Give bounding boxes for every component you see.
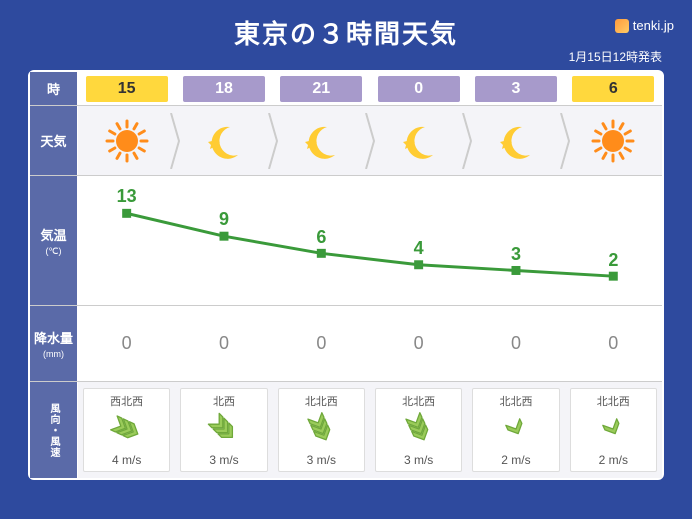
weather-cell (467, 106, 564, 175)
publish-timestamp: 1月15日12時発表 (569, 48, 662, 65)
precip-cell: 0 (175, 306, 272, 381)
wind-speed: 3 m/s (307, 453, 336, 467)
precip-value: 0 (219, 333, 229, 354)
label-wind-text: 風向・風速 (46, 403, 61, 458)
row-precip: 降水量 (mm) 0 0 0 0 0 0 (30, 306, 662, 382)
weather-cell (175, 106, 272, 175)
wind-direction: 北北西 (305, 393, 338, 409)
precip-cell: 0 (370, 306, 467, 381)
label-temp: 気温 (℃) (30, 176, 78, 305)
temp-value: 9 (219, 209, 229, 230)
temp-value: 4 (414, 238, 424, 259)
wind-direction: 北北西 (597, 393, 630, 409)
wind-speed: 3 m/s (404, 453, 433, 467)
row-hours: 時 15 18 21 036 (30, 72, 662, 106)
label-temp-text: 気温 (40, 225, 66, 244)
precip-cell: 0 (467, 306, 564, 381)
hour-cell: 3 (467, 72, 564, 105)
brand-text: tenki.jp (633, 18, 674, 33)
wind-box: 北西 3 m/s (180, 388, 268, 472)
wind-arrow-icon (110, 412, 144, 451)
hour-cell: 15 (78, 72, 175, 105)
forecast-grid: 時 151821036 天気 気温 (℃) 1396432 (28, 70, 664, 480)
wind-direction: 北北西 (499, 393, 532, 409)
hour-cell: 18 (175, 72, 272, 105)
temp-value: 13 (117, 186, 137, 207)
row-weather: 天気 (30, 106, 662, 176)
wind-cell: 北西 3 m/s (175, 382, 272, 478)
brand-icon (615, 19, 629, 33)
label-precip-text: 降水量 (34, 328, 73, 347)
wind-speed: 2 m/s (501, 453, 530, 467)
wind-box: 北北西 2 m/s (472, 388, 560, 472)
brand: tenki.jp (615, 18, 674, 33)
wind-box: 北北西 3 m/s (375, 388, 463, 472)
weather-cell (565, 106, 662, 175)
wind-arrow-icon (596, 412, 630, 451)
wind-box: 北北西 2 m/s (570, 388, 658, 472)
wind-arrow-icon (207, 412, 241, 451)
wind-direction: 北北西 (402, 393, 435, 409)
hour-pill: 21 (280, 76, 362, 102)
precip-value: 0 (122, 333, 132, 354)
label-precip: 降水量 (mm) (30, 306, 78, 381)
wind-arrow-icon (402, 412, 436, 451)
wind-cell: 北北西 2 m/s (467, 382, 564, 478)
wind-arrow-icon (304, 412, 338, 451)
weather-cell (273, 106, 370, 175)
wind-cell: 北北西 2 m/s (565, 382, 662, 478)
weather-cell (78, 106, 175, 175)
wind-speed: 4 m/s (112, 453, 141, 467)
wind-speed: 2 m/s (599, 453, 628, 467)
wind-direction: 北西 (213, 393, 235, 409)
row-temp: 気温 (℃) 13 9 6 4 3 2 (30, 176, 662, 306)
label-wind: 風向・風速 (30, 382, 78, 478)
row-wind: 風向・風速 西北西 4 m/s 北西 3 m/s 北北西 3 m/s 北北西 (30, 382, 662, 478)
precip-value: 0 (316, 333, 326, 354)
label-weather: 天気 (30, 106, 78, 175)
precip-value: 0 (414, 333, 424, 354)
hour-pill: 6 (572, 76, 654, 102)
precip-value: 0 (608, 333, 618, 354)
temp-value: 6 (316, 227, 326, 248)
hour-cell: 0 (370, 72, 467, 105)
wind-direction: 西北西 (110, 393, 143, 409)
hour-pill: 18 (183, 76, 265, 102)
wind-speed: 3 m/s (209, 453, 238, 467)
label-hour: 時 (30, 72, 78, 105)
wind-box: 西北西 4 m/s (83, 388, 171, 472)
hour-cell: 6 (565, 72, 662, 105)
label-precip-unit: (mm) (43, 349, 64, 359)
hour-pill: 15 (86, 76, 168, 102)
precip-cell: 0 (273, 306, 370, 381)
hour-pill: 0 (378, 76, 460, 102)
weather-cell (370, 106, 467, 175)
temp-value: 3 (511, 244, 521, 265)
temp-value: 2 (608, 250, 618, 271)
wind-cell: 北北西 3 m/s (370, 382, 467, 478)
wind-cell: 西北西 4 m/s (78, 382, 175, 478)
precip-value: 0 (511, 333, 521, 354)
precip-cell: 0 (78, 306, 175, 381)
label-temp-unit: (℃) (45, 246, 61, 257)
hour-cell: 21 (273, 72, 370, 105)
wind-arrow-icon (499, 412, 533, 451)
wind-cell: 北北西 3 m/s (273, 382, 370, 478)
precip-cell: 0 (565, 306, 662, 381)
temp-chart (78, 176, 662, 306)
wind-box: 北北西 3 m/s (278, 388, 366, 472)
hour-pill: 3 (475, 76, 557, 102)
